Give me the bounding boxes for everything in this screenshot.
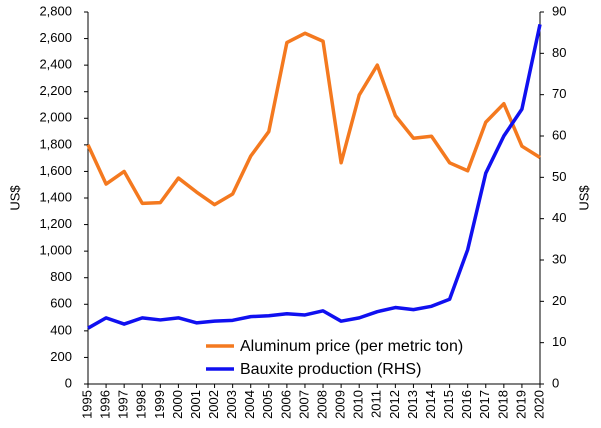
y2-tick-label: 90	[552, 3, 566, 18]
y-tick-label: 1,400	[39, 189, 72, 204]
y-tick-label: 2,000	[39, 110, 72, 125]
x-tick-label: 2016	[459, 390, 474, 419]
x-tick-label: 2000	[170, 390, 185, 419]
x-tick-label: 2004	[242, 390, 257, 419]
x-tick-label: 2011	[369, 390, 384, 418]
data-line	[86, 31, 541, 207]
y2-tick-label: 70	[552, 86, 566, 101]
legend-label: Bauxite production (RHS)	[240, 361, 421, 378]
x-tick-label: 2015	[441, 390, 456, 419]
x-tick-label: 2013	[405, 390, 420, 419]
x-tick-label: 1996	[98, 390, 113, 419]
x-tick-label: 2003	[224, 390, 239, 419]
y2-tick-label: 50	[552, 169, 566, 184]
x-tick-label: 2019	[513, 390, 528, 419]
y2-axis-label: US$	[576, 185, 591, 211]
y-tick-label: 1,800	[39, 136, 72, 151]
y2-tick-label: 40	[552, 210, 566, 225]
y-tick-label: 200	[50, 349, 72, 364]
y-tick-label: 1,200	[39, 216, 72, 231]
x-tick-label: 1995	[79, 390, 94, 419]
x-tick-label: 2020	[531, 390, 546, 419]
x-tick-label: 2017	[477, 390, 492, 419]
legend-label: Aluminum price (per metric ton)	[240, 338, 463, 355]
y-axis-label: US$	[7, 185, 22, 211]
x-tick-label: 2006	[278, 390, 293, 419]
x-tick-label: 2012	[387, 390, 402, 419]
x-tick-label: 2014	[423, 390, 438, 419]
x-tick-label: 2001	[188, 390, 203, 419]
y-tick-label: 1,000	[39, 243, 72, 258]
y2-tick-label: 0	[552, 375, 559, 390]
y-tick-label: 2,200	[39, 83, 72, 98]
y2-tick-label: 80	[552, 45, 566, 60]
x-tick-label: 2009	[333, 390, 348, 419]
y-tick-label: 600	[50, 296, 72, 311]
y2-tick-label: 60	[552, 127, 566, 142]
y2-tick-label: 20	[552, 293, 566, 308]
x-tick-label: 2008	[314, 390, 329, 419]
y-tick-label: 1,600	[39, 163, 72, 178]
y-tick-label: 2,800	[39, 3, 72, 18]
y-tick-label: 400	[50, 322, 72, 337]
y-tick-label: 0	[65, 375, 72, 390]
x-tick-label: 1999	[152, 390, 167, 419]
y-tick-label: 2,400	[39, 57, 72, 72]
x-tick-label: 2010	[351, 390, 366, 419]
y2-tick-label: 30	[552, 251, 566, 266]
x-tick-label: 2005	[260, 390, 275, 419]
y2-tick-label: 10	[552, 334, 566, 349]
x-tick-label: 1997	[116, 390, 131, 419]
x-tick-label: 1998	[134, 390, 149, 419]
y-tick-label: 2,600	[39, 30, 72, 45]
x-tick-label: 2002	[206, 390, 221, 419]
x-tick-label: 2007	[296, 390, 311, 419]
x-tick-label: 2018	[495, 390, 510, 419]
y-tick-label: 800	[50, 269, 72, 284]
data-line	[87, 24, 542, 330]
